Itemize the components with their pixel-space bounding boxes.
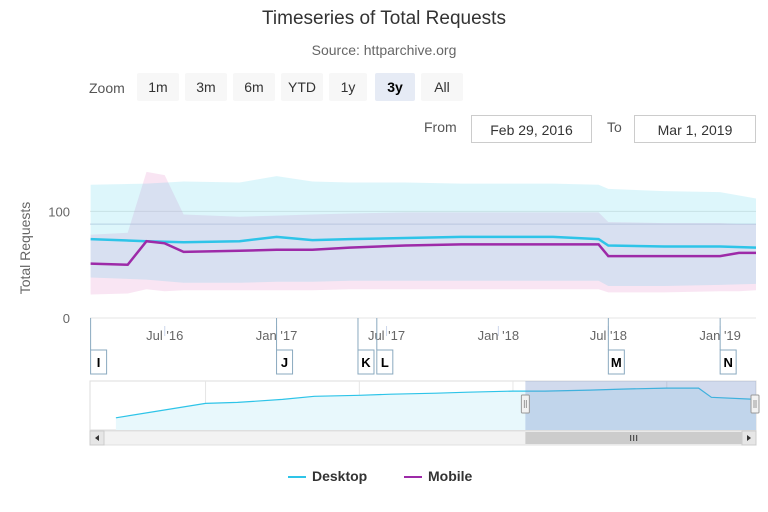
legend-item-desktop[interactable]: Desktop bbox=[288, 468, 367, 484]
legend-desktop-label: Desktop bbox=[312, 468, 368, 484]
zoom-button-ytd[interactable]: YTD bbox=[281, 73, 323, 101]
flag-box bbox=[357, 349, 375, 375]
desktop-series-line bbox=[90, 235, 757, 249]
mobile-series-line bbox=[90, 239, 756, 266]
desktop-range-band bbox=[90, 176, 757, 286]
chart-title: Timeseries of Total Requests bbox=[262, 8, 506, 29]
navigator-area bbox=[115, 388, 756, 430]
flag-label-m: M bbox=[611, 355, 622, 370]
zoom-button-1m[interactable]: 1m bbox=[137, 73, 179, 101]
handle-box bbox=[750, 394, 760, 414]
scroll-right-arrow-icon bbox=[747, 435, 751, 441]
navigator-line bbox=[115, 387, 757, 419]
legend-mobile-line-icon bbox=[404, 476, 422, 479]
x-tick-label: Jul '16 bbox=[146, 328, 183, 343]
zoom-button-6m[interactable]: 6m bbox=[233, 73, 275, 101]
range-to-label: To bbox=[607, 119, 622, 135]
mobile-range-band bbox=[90, 171, 757, 295]
zoom-button-3m[interactable]: 3m bbox=[185, 73, 227, 101]
legend-desktop-line-icon bbox=[288, 476, 306, 479]
chart-subtitle: Source: httparchive.org bbox=[311, 42, 457, 58]
flag-label-l: L bbox=[381, 355, 389, 370]
navigator-handle-left[interactable] bbox=[520, 394, 530, 414]
flag-label-n: N bbox=[723, 355, 732, 370]
flag-box bbox=[90, 349, 108, 375]
legend-item-mobile[interactable]: Mobile bbox=[404, 468, 472, 484]
scroll-left-arrow-icon bbox=[95, 435, 99, 441]
range-from-input[interactable]: Feb 29, 2016 bbox=[471, 115, 592, 143]
navigator-handle-right[interactable] bbox=[750, 394, 760, 414]
flag-label-i: I bbox=[97, 355, 101, 370]
y-axis-label: Total Requests bbox=[17, 202, 33, 295]
flag-label-k: K bbox=[361, 355, 371, 370]
x-tick-label: Jan '18 bbox=[478, 328, 520, 343]
flag-box bbox=[376, 349, 394, 375]
y-tick-label-100: 100 bbox=[48, 204, 70, 219]
x-tick-label: Jul '17 bbox=[368, 328, 405, 343]
zoom-label: Zoom bbox=[89, 80, 125, 96]
flag-box bbox=[276, 349, 294, 375]
flag-box bbox=[719, 349, 737, 375]
navigator-selection-mask bbox=[525, 381, 756, 430]
zoom-button-1y[interactable]: 1y bbox=[329, 73, 367, 101]
y-tick-label-0: 0 bbox=[63, 311, 70, 326]
range-to-input[interactable]: Mar 1, 2019 bbox=[634, 115, 756, 143]
handle-box bbox=[520, 394, 530, 414]
flag-label-j: J bbox=[281, 355, 288, 370]
range-from-label: From bbox=[424, 119, 457, 135]
zoom-button-3y[interactable]: 3y bbox=[375, 73, 415, 101]
zoom-button-all[interactable]: All bbox=[421, 73, 463, 101]
flag-box bbox=[607, 349, 625, 375]
legend-mobile-label: Mobile bbox=[428, 468, 473, 484]
